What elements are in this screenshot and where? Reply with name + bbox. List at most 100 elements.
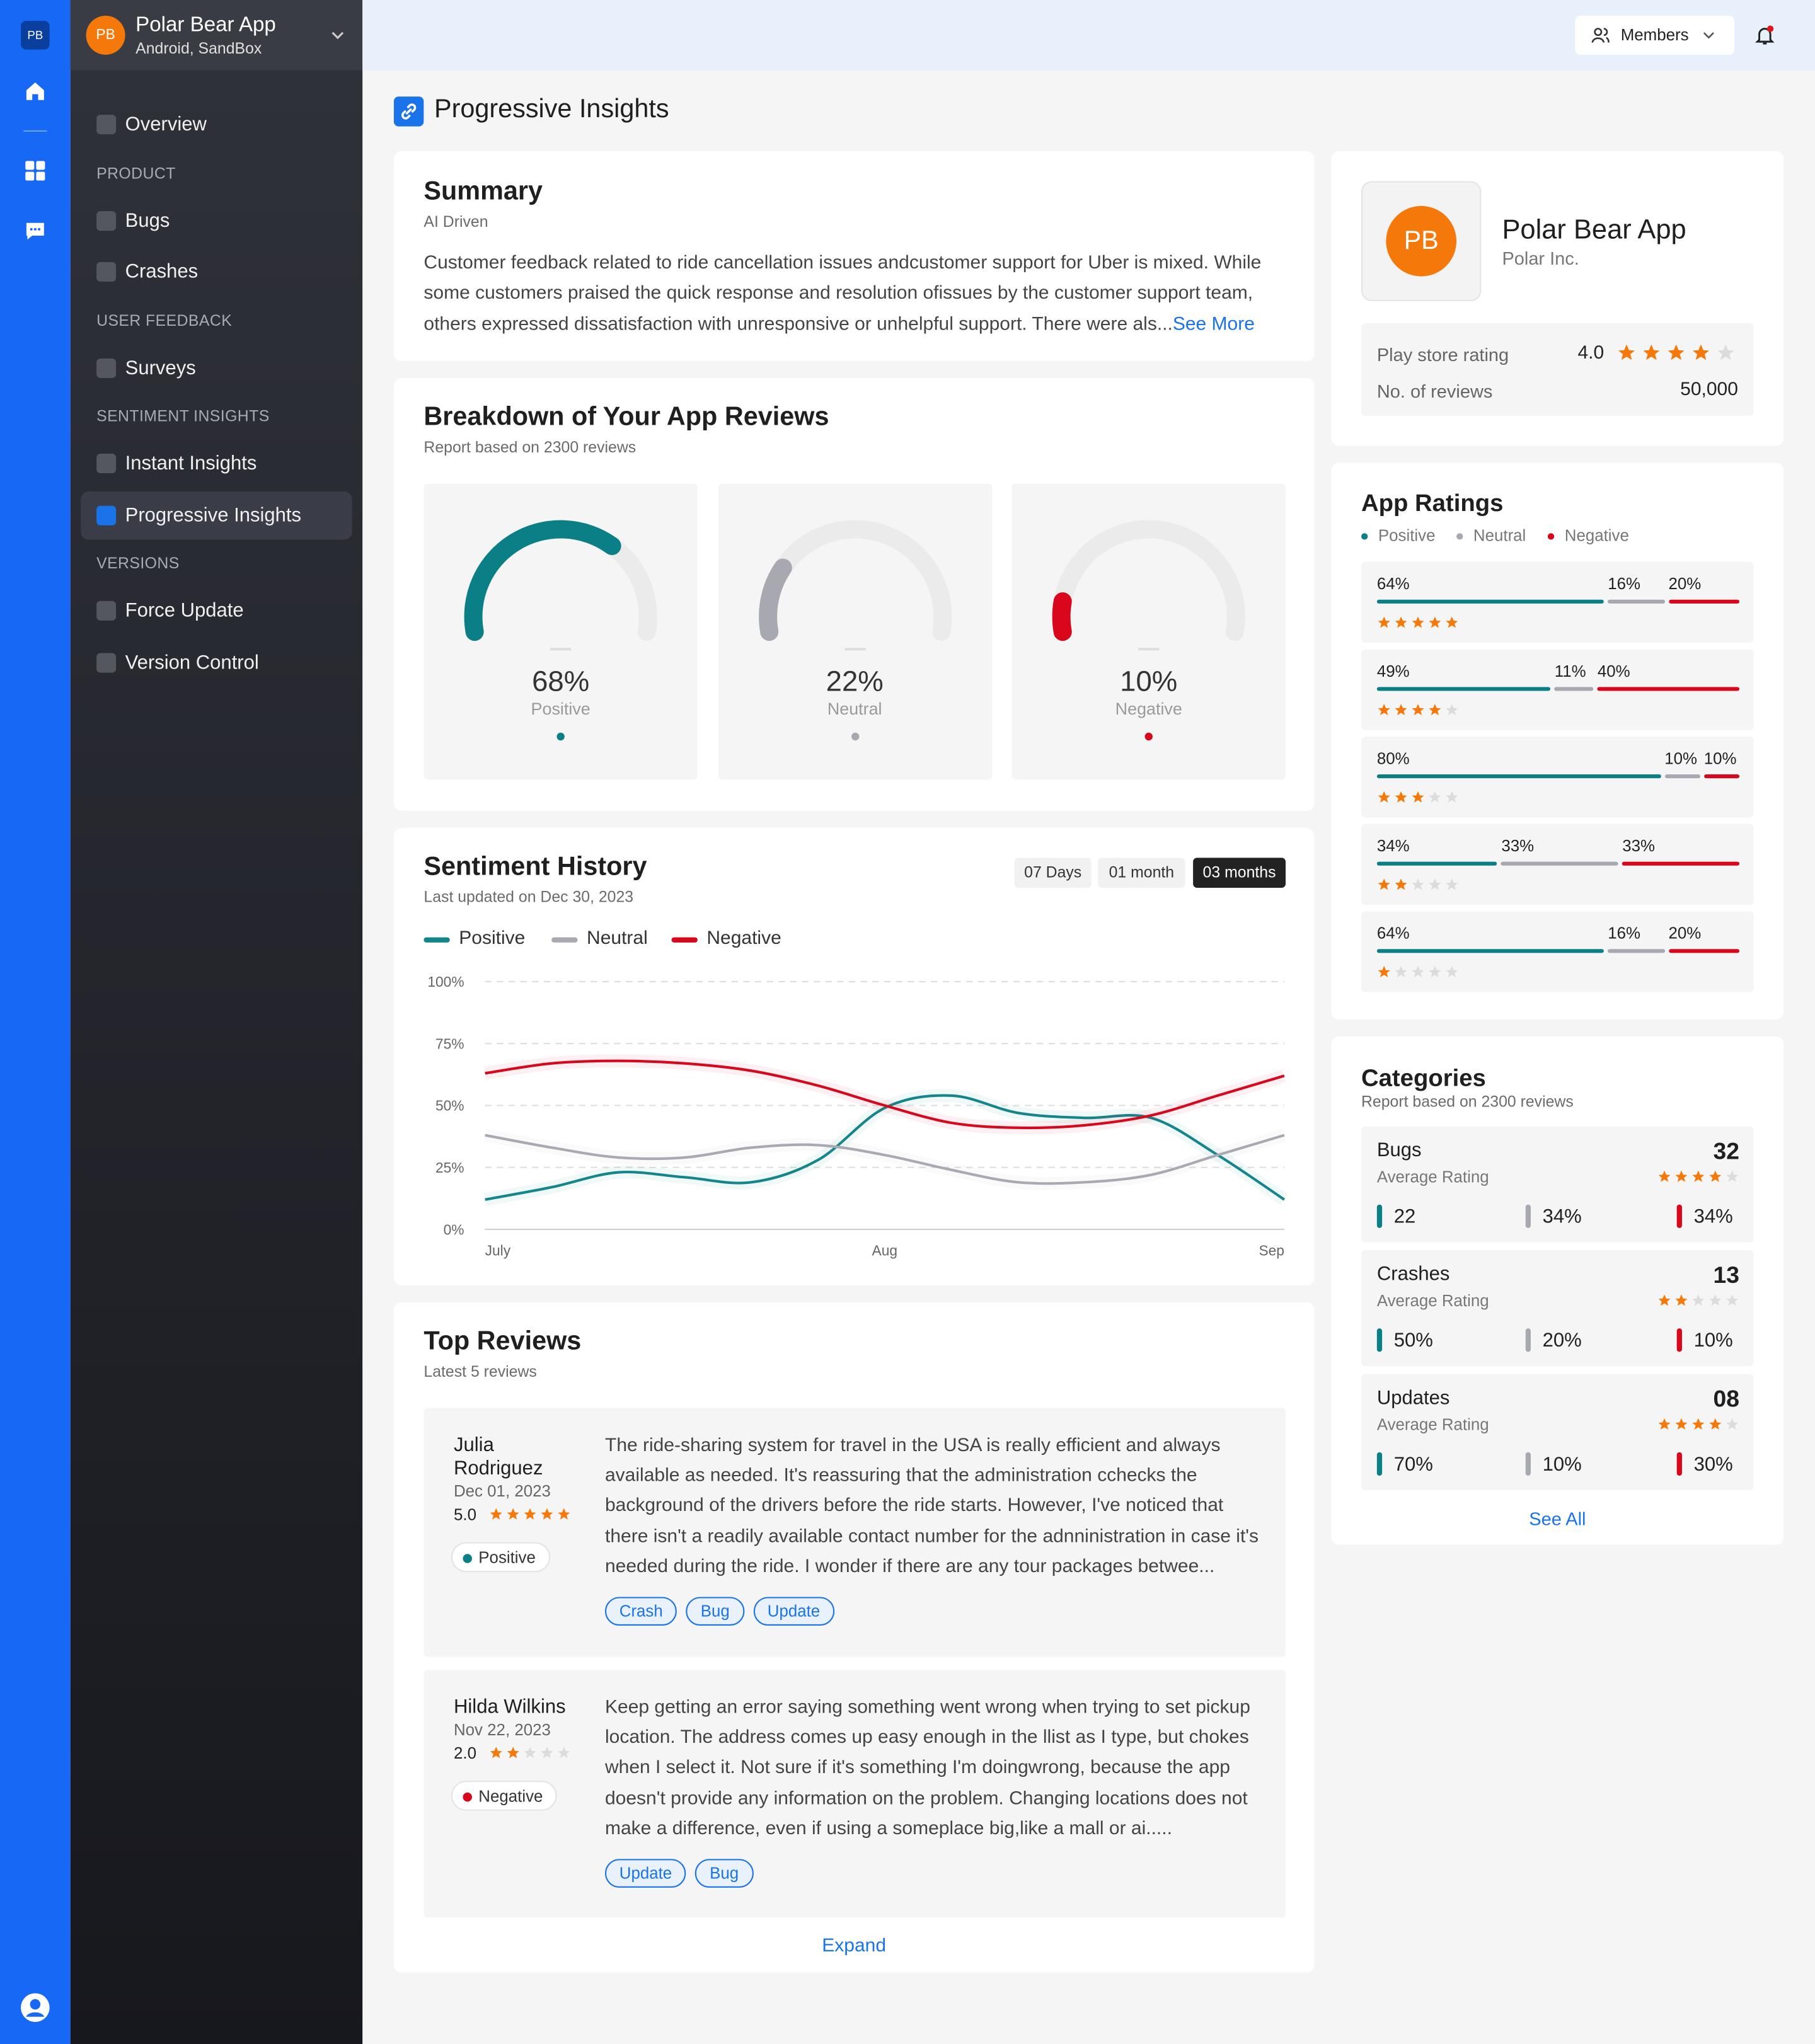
icon-rail: PB <box>0 0 71 2044</box>
review-tags: Update Bug <box>605 1859 762 1888</box>
metric-value: 34% <box>1693 1205 1733 1228</box>
rating-row: 64% 16% 20% <box>1361 911 1754 992</box>
star <box>1446 878 1458 890</box>
gauge-dot <box>851 732 859 741</box>
app-card-name: Polar Bear App <box>1502 215 1686 245</box>
gauge-dash <box>550 648 572 651</box>
star <box>1378 616 1390 628</box>
nav-item[interactable]: Bugs <box>81 196 352 244</box>
chat-icon[interactable] <box>23 219 47 243</box>
star-shape <box>1395 616 1407 628</box>
gauge-percent: 22% <box>826 665 884 698</box>
star-rating <box>489 1507 571 1522</box>
review-text: Keep getting an error saying something w… <box>605 1697 1250 1839</box>
nav-item[interactable]: Surveys <box>81 343 352 392</box>
rating-bar <box>1376 861 1498 866</box>
star <box>1395 791 1407 803</box>
star <box>1446 965 1458 977</box>
range-button[interactable]: 07 Days <box>1014 858 1092 888</box>
nav-item[interactable]: Overview <box>81 100 352 149</box>
categories-card: Categories Report based on 2300 reviews … <box>1331 1036 1784 1545</box>
profile-icon[interactable] <box>20 1992 51 2023</box>
rail-divider <box>23 130 47 132</box>
star-shape <box>1412 878 1424 890</box>
rating-percent: 34% <box>1376 837 1410 856</box>
gauge-label: Neutral <box>827 698 882 719</box>
star-shape <box>1378 616 1390 628</box>
star-shape <box>1395 965 1407 977</box>
star <box>490 1747 502 1759</box>
star <box>1429 878 1441 890</box>
nav-item[interactable]: Progressive Insights <box>81 490 352 539</box>
nav-item[interactable]: Version Control <box>81 638 352 687</box>
grid-icon[interactable] <box>23 159 47 182</box>
review: Julia Rodriguez Dec 01, 2023 5.0 Positive Th… <box>424 1408 1286 1657</box>
summary-text: Customer feedback related to ride cancel… <box>424 249 1284 340</box>
see-all-link[interactable]: See All <box>1529 1508 1586 1529</box>
rating-bar <box>1554 687 1594 691</box>
nav-item[interactable]: Crashes <box>81 248 352 296</box>
breakdown-card: Breakdown of Your App Reviews Report bas… <box>393 378 1315 811</box>
legend-swatch <box>551 937 578 943</box>
star-shape <box>507 1747 519 1759</box>
review-rating: 2.0 <box>454 1744 476 1763</box>
star-shape <box>1692 1170 1705 1182</box>
review-text: The ride-sharing system for travel in th… <box>605 1435 1259 1578</box>
range-button[interactable]: 03 months <box>1193 858 1286 888</box>
sentiment-subtitle: Last updated on Dec 30, 2023 <box>424 887 634 906</box>
star-shape <box>1446 791 1458 803</box>
category-caption: Average Rating <box>1376 1168 1489 1186</box>
gauge-percent: 68% <box>532 665 590 698</box>
tag[interactable]: Crash <box>605 1597 677 1626</box>
star-shape <box>1618 344 1635 360</box>
metric-indicator <box>1525 1328 1531 1352</box>
star-shape <box>1429 704 1441 716</box>
bell-icon[interactable] <box>1754 23 1776 47</box>
star-shape <box>1726 1294 1739 1306</box>
workspace-badge[interactable]: PB <box>21 21 50 50</box>
star <box>1378 965 1390 977</box>
star-shape <box>1709 1170 1722 1182</box>
star-shape <box>1446 704 1458 716</box>
rating-row: 64% 16% 20% <box>1361 561 1754 643</box>
rating-row: 34% 33% 33% <box>1361 824 1754 905</box>
gauge <box>464 520 657 641</box>
categories-title: Categories <box>1361 1064 1486 1091</box>
home-icon[interactable] <box>23 79 47 103</box>
tag[interactable]: Bug <box>695 1859 753 1888</box>
tag[interactable]: Update <box>753 1597 834 1626</box>
see-more-link[interactable]: See More <box>1172 313 1255 335</box>
category: Updates 08 Average Rating 70% 10% 30% <box>1361 1374 1754 1490</box>
star <box>1429 704 1441 716</box>
star <box>1378 704 1390 716</box>
star-shape <box>1675 1418 1688 1430</box>
breakdown-subtitle: Report based on 2300 reviews <box>424 438 637 457</box>
sentiment-pill: Positive <box>451 1542 550 1573</box>
sentiment-title: Sentiment History <box>424 853 647 881</box>
rating-bar <box>1376 599 1604 604</box>
members-label: Members <box>1620 26 1689 45</box>
legend-dot <box>1547 533 1555 540</box>
range-button[interactable]: 01 month <box>1098 858 1185 888</box>
members-button[interactable]: Members <box>1575 15 1734 55</box>
metric-value: 70% <box>1393 1453 1433 1476</box>
star-rating <box>1377 965 1459 979</box>
legend-label: Neutral <box>587 928 648 950</box>
sentiment-pill: Negative <box>451 1781 558 1811</box>
expand-link[interactable]: Expand <box>822 1936 887 1957</box>
gauge-dot <box>1144 732 1153 741</box>
rating-bar <box>1668 599 1739 604</box>
tag[interactable]: Update <box>605 1859 686 1888</box>
app-logo: PB <box>1361 181 1482 301</box>
nav-label: Progressive Insights <box>125 503 302 526</box>
app-switcher[interactable]: PB Polar Bear App Android, SandBox <box>70 0 363 71</box>
tag[interactable]: Bug <box>686 1597 744 1626</box>
gauge-box: 68% Positive <box>424 483 698 780</box>
nav-heading: SENTIMENT INSIGHTS <box>96 406 270 425</box>
nav-item[interactable]: Instant Insights <box>81 439 352 488</box>
nav-item[interactable]: Force Update <box>81 587 352 635</box>
line-chart: 0% 25% 50% 75% 100% July Aug Sep <box>427 973 1288 1258</box>
star-shape <box>1378 965 1390 977</box>
star <box>1378 791 1390 803</box>
